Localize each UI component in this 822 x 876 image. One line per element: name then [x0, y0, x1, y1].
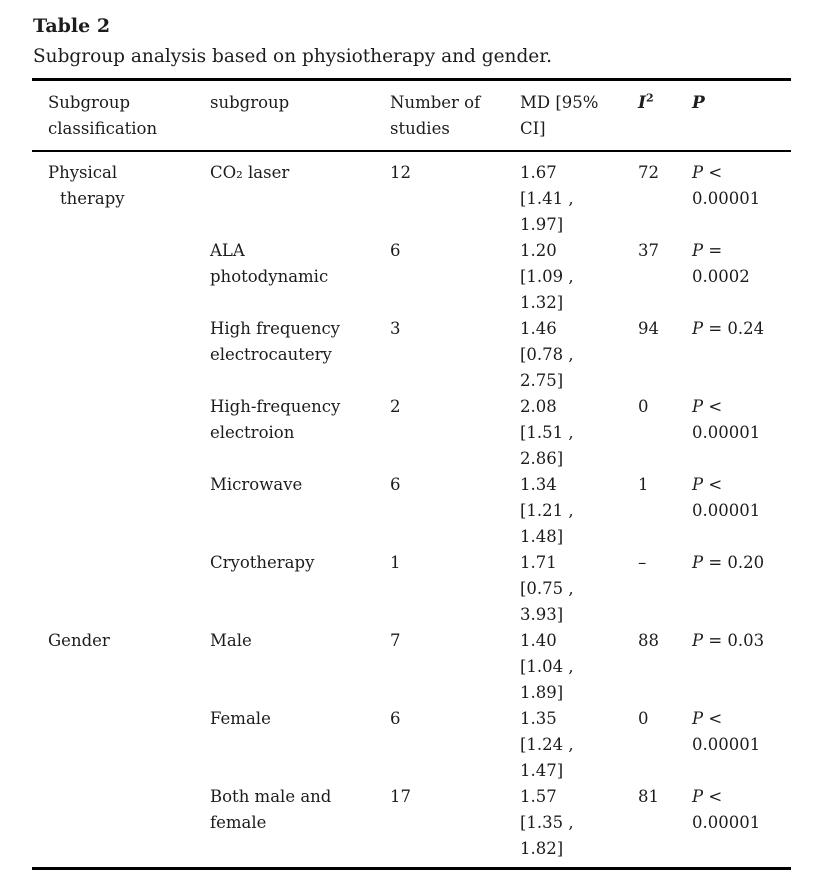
- cell-md-ci: 2.08 [1.51 , 2.86]: [520, 397, 574, 468]
- cell-num-studies: 12: [390, 163, 411, 182]
- cell-p-value: P <0.00001: [692, 163, 761, 208]
- cell-md-ci: 1.35 [1.24 , 1.47]: [520, 709, 574, 780]
- column-header-i_squared: I2: [638, 79, 692, 152]
- column-header-md_ci: MD [95% CI]: [520, 79, 638, 152]
- cell-classification: [32, 394, 210, 472]
- cell-classification: [32, 784, 210, 869]
- cell-classification: [32, 316, 210, 394]
- cell-md-ci: 1.34 [1.21 , 1.48]: [520, 475, 574, 546]
- cell-p-value: P <0.00001: [692, 397, 761, 442]
- cell-subgroup: ALA photodynamic: [210, 241, 329, 286]
- cell-p-value: P = 0.0002: [692, 241, 750, 286]
- table-row: High frequency electrocautery 3 1.46 [0.78 ,…: [32, 316, 791, 394]
- cell-subgroup: High frequency electrocautery: [210, 319, 341, 364]
- cell-subgroup: Microwave: [210, 475, 303, 494]
- column-header-classification: Subgroup classification: [32, 79, 210, 152]
- cell-num-studies: 17: [390, 787, 411, 806]
- cell-subgroup: CO₂ laser: [210, 163, 290, 182]
- cell-i-squared: 81: [638, 787, 659, 806]
- column-header-subgroup: subgroup: [210, 79, 390, 152]
- table-row: Microwave 6 1.34 [1.21 , 1.48] 1 P <0.00001: [32, 472, 791, 550]
- table-row: ALA photodynamic 6 1.20 [1.09 , 1.32] 37 P = 0.0…: [32, 238, 791, 316]
- cell-md-ci: 1.46 [0.78 , 2.75]: [520, 319, 574, 390]
- table-row: Female 6 1.35 [1.24 , 1.47] 0 P <0.00001: [32, 706, 791, 784]
- column-header-p_value: P: [692, 79, 791, 152]
- cell-classification: [32, 472, 210, 550]
- cell-i-squared: 88: [638, 631, 659, 650]
- table-row: Cryotherapy 1 1.71 [0.75 , 3.93] – P = 0.20: [32, 550, 791, 628]
- cell-subgroup: Both male and female: [210, 787, 332, 832]
- superscript: 2: [645, 91, 654, 105]
- cell-md-ci: 1.67 [1.41 , 1.97]: [520, 163, 574, 234]
- cell-subgroup: High-frequency electroion: [210, 397, 341, 442]
- table-row: Both male and female 17 1.57 [1.35 , 1.82] 81 P…: [32, 784, 791, 869]
- column-header-n_studies: Number of studies: [390, 79, 520, 152]
- cell-num-studies: 6: [390, 475, 401, 494]
- cell-num-studies: 2: [390, 397, 401, 416]
- cell-classification: Gender: [48, 631, 110, 650]
- cell-classification: [32, 550, 210, 628]
- cell-i-squared: 1: [638, 475, 649, 494]
- table-row: Gender Male 7 1.40 [1.04 , 1.89] 88 P = 0.03: [32, 628, 791, 706]
- cell-subgroup: Cryotherapy: [210, 553, 315, 572]
- cell-md-ci: 1.20 [1.09 , 1.32]: [520, 241, 574, 312]
- subgroup-analysis-table: Subgroup classification subgroup Number of s…: [32, 78, 791, 870]
- cell-i-squared: 0: [638, 709, 649, 728]
- cell-num-studies: 6: [390, 709, 401, 728]
- table-header: Subgroup classification subgroup Number of s…: [32, 79, 791, 152]
- cell-num-studies: 1: [390, 553, 401, 572]
- cell-i-squared: 72: [638, 163, 659, 182]
- cell-num-studies: 3: [390, 319, 401, 338]
- cell-classification: [32, 238, 210, 316]
- cell-classification: [32, 706, 210, 784]
- cell-p-value: P <0.00001: [692, 709, 761, 754]
- cell-subgroup: Female: [210, 709, 271, 728]
- table-row: High-frequency electroion 2 2.08 [1.51 , 2.86…: [32, 394, 791, 472]
- cell-p-value: P = 0.20: [692, 553, 765, 572]
- cell-md-ci: 1.71 [0.75 , 3.93]: [520, 553, 574, 624]
- cell-num-studies: 7: [390, 631, 401, 650]
- cell-p-value: P = 0.03: [692, 631, 765, 650]
- cell-classification: Physical therapy: [48, 163, 125, 208]
- table-caption: Subgroup analysis based on physiotherapy…: [33, 46, 552, 67]
- cell-md-ci: 1.57 [1.35 , 1.82]: [520, 787, 574, 858]
- cell-i-squared: 37: [638, 241, 659, 260]
- cell-p-value: P <0.00001: [692, 475, 761, 520]
- table-row: Physical therapy CO₂ laser 12 1.67 [1.41 , 1.9…: [32, 151, 791, 238]
- cell-num-studies: 6: [390, 241, 401, 260]
- cell-md-ci: 1.40 [1.04 , 1.89]: [520, 631, 574, 702]
- cell-i-squared: 0: [638, 397, 649, 416]
- cell-i-squared: 94: [638, 319, 659, 338]
- cell-subgroup: Male: [210, 631, 252, 650]
- cell-i-squared: –: [638, 553, 647, 572]
- cell-p-value: P <0.00001: [692, 787, 761, 832]
- table-body: Physical therapy CO₂ laser 12 1.67 [1.41 , 1.9…: [32, 151, 791, 869]
- header-row: Subgroup classification subgroup Number of s…: [32, 79, 791, 152]
- cell-p-value: P = 0.24: [692, 319, 765, 338]
- table-title: Table 2: [33, 15, 111, 37]
